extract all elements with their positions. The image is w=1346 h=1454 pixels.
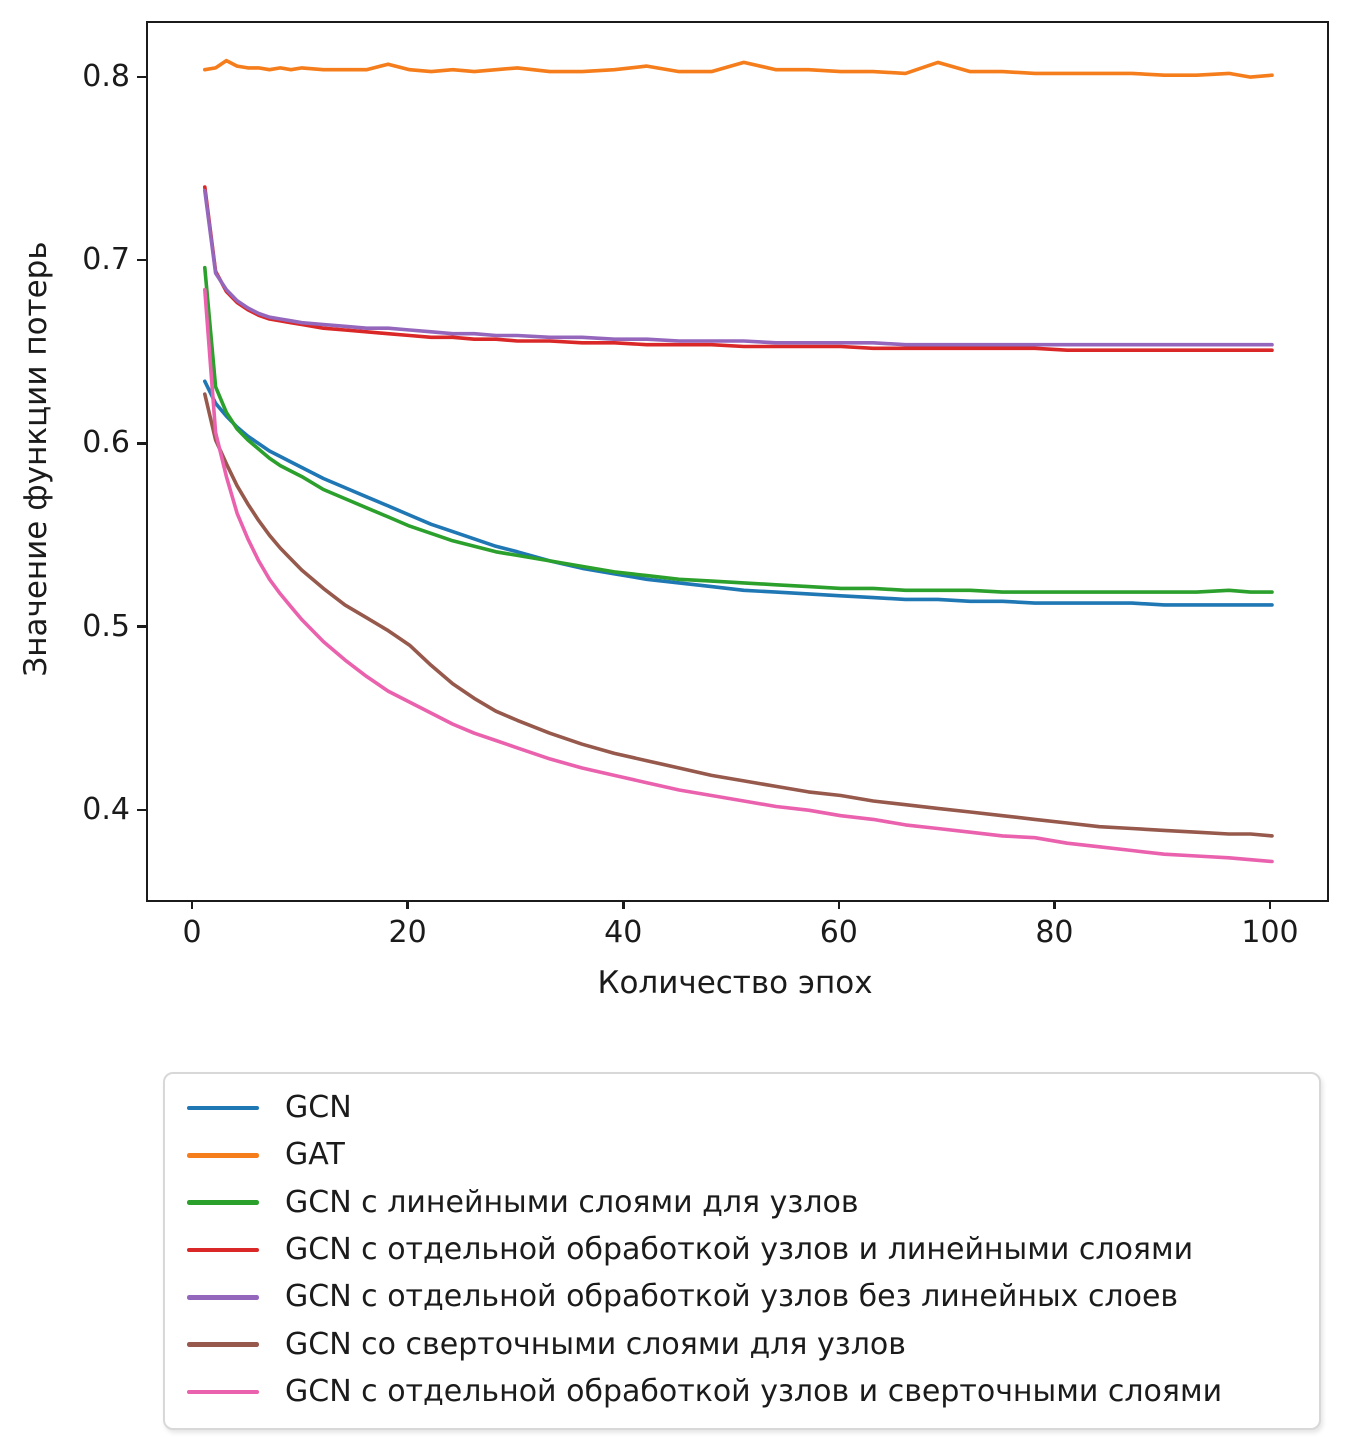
series-line-0	[202, 379, 1274, 607]
legend-line-swatch	[187, 1153, 259, 1158]
x-axis-label: Количество эпох	[597, 965, 873, 1001]
x-axis-tick-label: 100	[1241, 915, 1299, 950]
legend-line-swatch	[187, 1295, 259, 1300]
legend-line-swatch	[187, 1105, 259, 1111]
legend-item-label: GAT	[285, 1137, 345, 1173]
legend-item-gcn-separate-no-linear: GCN с отдельной обработкой узлов без лин…	[187, 1281, 1299, 1313]
legend-item-gcn-separate-linear: GCN с отдельной обработкой узлов и линей…	[187, 1234, 1299, 1266]
series-line-3	[202, 185, 1274, 353]
x-axis-tick	[621, 900, 625, 909]
y-axis-tick-label: 0.4	[82, 792, 130, 828]
legend-item-gat: GAT	[187, 1139, 1299, 1171]
legend-line-swatch	[187, 1247, 259, 1253]
legend-item-label: GCN со сверточными слоями для узлов	[285, 1326, 906, 1362]
x-axis-tick	[837, 900, 841, 909]
y-axis-tick	[137, 442, 146, 445]
y-axis-label: Значение функции потерь	[18, 241, 54, 677]
legend-item-label: GCN с отдельной обработкой узлов и сверт…	[285, 1373, 1223, 1409]
legend-item-label: GCN с линейными слоями для узлов	[285, 1184, 859, 1220]
series-line-6	[202, 287, 1274, 864]
series-line-5	[202, 392, 1274, 838]
legend-line-swatch	[187, 1200, 259, 1205]
legend-line-swatch	[187, 1342, 259, 1347]
x-axis-tick-label: 80	[1035, 915, 1074, 950]
y-axis-tick	[137, 625, 146, 629]
x-axis-tick	[190, 900, 194, 909]
legend-item-gcn-linear-layers: GCN с линейными слоями для узлов	[187, 1187, 1299, 1219]
y-axis-tick-label: 0.6	[82, 425, 130, 461]
legend-item-gcn-separate-conv: GCN с отдельной обработкой узлов и сверт…	[187, 1376, 1299, 1408]
y-axis-tick	[137, 258, 146, 262]
legend-item-label: GCN с отдельной обработкой узлов и линей…	[285, 1231, 1194, 1267]
x-axis-tick-label: 0	[182, 915, 202, 950]
y-axis-tick-label: 0.5	[82, 608, 130, 644]
x-axis-tick	[1053, 900, 1056, 909]
y-axis-tick	[137, 75, 146, 79]
x-axis-tick-label: 60	[819, 915, 858, 950]
series-line-1	[202, 58, 1274, 79]
line-chart-canvas	[202, 58, 1274, 864]
series-line-2	[202, 265, 1274, 594]
x-axis-tick-label: 20	[388, 915, 427, 950]
legend-item-gcn-conv-layers: GCN со сверточными слоями для узлов	[187, 1329, 1299, 1361]
y-axis-tick-label: 0.8	[82, 58, 130, 94]
y-axis-tick	[137, 808, 146, 812]
x-axis-tick-label: 40	[604, 915, 643, 950]
legend-item-label: GCN с отдельной обработкой узлов без лин…	[285, 1279, 1179, 1315]
y-axis-tick-label: 0.7	[82, 242, 130, 278]
legend-item-gcn: GCN	[187, 1092, 1299, 1124]
x-axis-tick	[1268, 900, 1272, 909]
plot-area	[146, 21, 1329, 902]
legend-box: GCN GAT GCN с линейными слоями для узлов…	[163, 1072, 1321, 1430]
series-line-4	[202, 188, 1274, 347]
legend-line-swatch	[187, 1389, 259, 1395]
legend-item-label: GCN	[285, 1090, 352, 1125]
x-axis-tick	[406, 900, 409, 909]
